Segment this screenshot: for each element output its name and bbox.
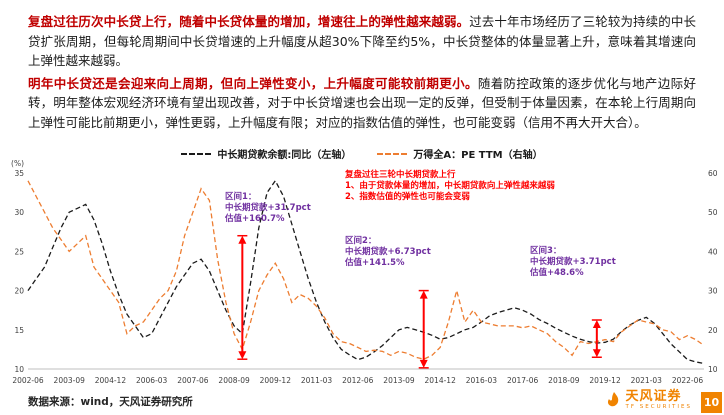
interval-3-valuation: 估值+48.6% — [530, 268, 584, 278]
svg-text:2012-06: 2012-06 — [342, 376, 374, 385]
svg-text:2017-06: 2017-06 — [507, 376, 539, 385]
interval-2-valuation: 估值+141.5% — [345, 258, 405, 268]
svg-text:2003-09: 2003-09 — [54, 376, 86, 385]
svg-text:60: 60 — [708, 169, 718, 178]
interval-2-loan: 中长期贷款+6.73pct — [345, 247, 431, 257]
svg-text:35: 35 — [14, 169, 24, 178]
loan-pe-trend-chart: (%)35 30 25 20 15 10 60 50 40 30 20 10 2002-06 2003-0… — [11, 159, 718, 385]
svg-text:(%): (%) — [11, 159, 24, 168]
svg-text:2008-09: 2008-09 — [218, 376, 250, 385]
svg-text:2013-09: 2013-09 — [383, 376, 415, 385]
svg-text:10: 10 — [14, 365, 24, 374]
paragraph-1-lead: 复盘过往历次中长贷上行，随着中长贷体量的增加，增速往上的弹性越来越弱。 — [28, 14, 470, 29]
note-line-2: 1、由于贷款体量的增加，中长期贷款向上弹性越来越弱 — [345, 181, 555, 191]
interval-3-title: 区间3： — [530, 246, 562, 256]
svg-text:30: 30 — [14, 208, 24, 217]
interval-3-loan: 中长期贷款+3.71pct — [530, 257, 616, 267]
interval-1-title: 区间1： — [225, 192, 257, 202]
interval-2-annotation: 区间2： 中长期贷款+6.73pct 估值+141.5% — [345, 236, 431, 269]
svg-text:2016-03: 2016-03 — [466, 376, 498, 385]
interval-3-annotation: 区间3： 中长期贷款+3.71pct 估值+48.6% — [530, 246, 616, 279]
page-number-badge: 10 — [701, 392, 722, 413]
legend-label-loan: 中长期贷款余额:同比（左轴） — [217, 150, 352, 161]
interval-1-valuation: 估值+160.7% — [225, 214, 285, 224]
svg-text:10: 10 — [708, 365, 718, 374]
svg-text:2022-06: 2022-06 — [672, 376, 704, 385]
paragraph-2-body: 随着防控政策的逐步优化与地产边际好转，明年整体宏观经济环境有望出现改善，对于中长… — [28, 75, 696, 130]
svg-text:50: 50 — [708, 208, 718, 217]
interval-1-annotation: 区间1： 中长期贷款+31.7pct 估值+160.7% — [225, 192, 311, 225]
svg-text:2004-12: 2004-12 — [95, 376, 127, 385]
data-source: 数据来源：wind，天风证券研究所 — [28, 396, 193, 408]
legend-dash-loan-icon — [181, 152, 212, 155]
svg-text:2006-03: 2006-03 — [136, 376, 168, 385]
svg-text:2018-09: 2018-09 — [548, 376, 580, 385]
chart-area: 中长期贷款余额:同比（左轴） 万得全A：PE TTM（右轴） (%) 35 30 25… — [0, 146, 724, 396]
svg-text:30: 30 — [708, 287, 718, 296]
legend-item-loan: 中长期贷款余额:同比（左轴） — [181, 146, 351, 161]
svg-text:2014-12: 2014-12 — [425, 376, 457, 385]
svg-text:2021-03: 2021-03 — [631, 376, 663, 385]
chart-note-headline: 复盘过往三轮中长期贷款上行 1、由于贷款体量的增加，中长期贷款向上弹性越来越弱 … — [345, 170, 563, 203]
legend-item-pe: 万得全A：PE TTM（右轴） — [377, 146, 543, 161]
tf-flame-icon — [607, 392, 618, 407]
tf-securities-logo: 天风证券 TF SECURITIES — [605, 390, 693, 410]
svg-text:20: 20 — [708, 326, 718, 335]
tf-logo-subtitle: TF SECURITIES — [625, 404, 692, 410]
interval-1-loan: 中长期贷款+31.7pct — [225, 203, 311, 213]
intro-text: 复盘过往历次中长贷上行，随着中长贷体量的增加，增速往上的弹性越来越弱。过去十年市… — [28, 12, 696, 135]
legend-label-pe: 万得全A：PE TTM（右轴） — [413, 150, 543, 161]
svg-text:2002-06: 2002-06 — [12, 376, 44, 385]
note-line-3: 2、指数估值的弹性也可能会变弱 — [345, 192, 470, 202]
paragraph-1: 复盘过往历次中长贷上行，随着中长贷体量的增加，增速往上的弹性越来越弱。过去十年市… — [28, 12, 696, 71]
svg-text:40: 40 — [708, 247, 718, 256]
chart-legend: 中长期贷款余额:同比（左轴） 万得全A：PE TTM（右轴） — [0, 146, 724, 161]
paragraph-1-body: 过去十年市场经历了三轮较为持续的中长贷扩张周期，但每轮周期间中长贷增速的上升幅度… — [28, 14, 696, 68]
svg-text:2011-03: 2011-03 — [301, 376, 333, 385]
svg-text:20: 20 — [14, 287, 24, 296]
legend-dash-pe-icon — [377, 152, 408, 155]
paragraph-2-lead: 明年中长贷还是会迎来向上周期，但向上弹性变小，上升幅度可能较前期更小。 — [28, 75, 478, 91]
interval-2-title: 区间2： — [345, 236, 377, 246]
svg-text:2009-12: 2009-12 — [260, 376, 292, 385]
svg-text:25: 25 — [14, 247, 24, 256]
svg-text:15: 15 — [14, 326, 24, 335]
svg-text:2019-12: 2019-12 — [589, 376, 621, 385]
tf-logo-text: 天风证券 TF SECURITIES — [625, 389, 693, 411]
paragraph-2: 明年中长贷还是会迎来向上周期，但向上弹性变小，上升幅度可能较前期更小。随着防控政… — [28, 74, 696, 133]
tf-logo-name: 天风证券 — [625, 389, 682, 404]
svg-text:2007-06: 2007-06 — [177, 376, 209, 385]
note-line-1: 复盘过往三轮中长期贷款上行 — [345, 170, 456, 180]
